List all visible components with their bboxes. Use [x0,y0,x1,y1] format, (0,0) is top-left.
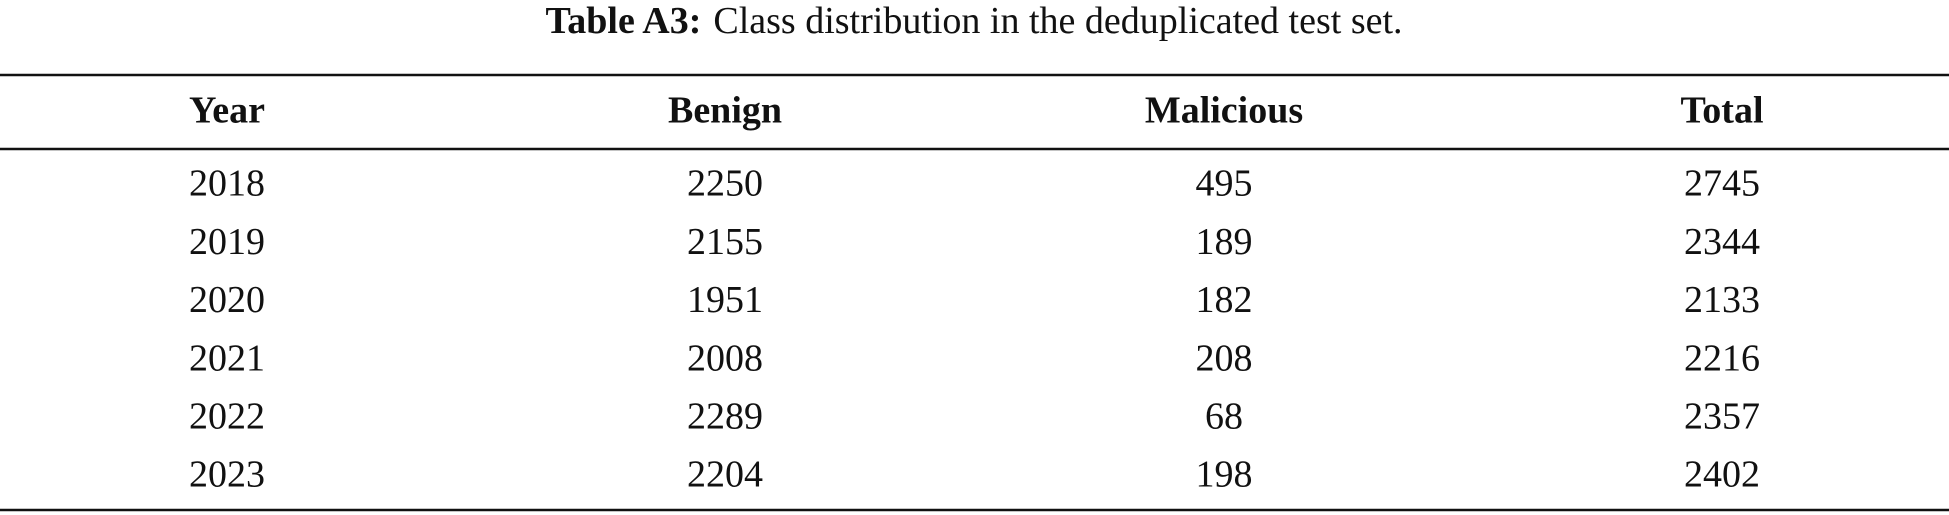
header-cell: Year [189,90,265,132]
table-cell: 2008 [687,337,763,379]
table-cell: 2344 [1684,221,1760,263]
table-cell: 2357 [1684,396,1760,438]
table-cell: 2289 [687,396,763,438]
table-cell: 2020 [189,279,265,321]
table-cell: 1951 [687,279,763,321]
caption-text: Class distribution in the deduplicated t… [713,0,1402,42]
table-cell: 2018 [189,163,265,205]
table-cell: 2250 [687,163,763,205]
table-cell: 182 [1196,279,1253,321]
table-cell: 2133 [1684,279,1760,321]
header-cell: Total [1680,90,1763,132]
table-cell: 2402 [1684,454,1760,496]
table-cell: 68 [1205,396,1243,438]
table-cell: 198 [1196,454,1253,496]
table-cell: 2204 [687,454,763,496]
header-cell: Malicious [1145,90,1303,132]
table-cell: 495 [1196,163,1253,205]
table-cell: 189 [1196,221,1253,263]
table-cell: 2745 [1684,163,1760,205]
header-cell: Benign [668,90,782,132]
table-cell: 208 [1196,337,1253,379]
caption: Table A3: Class distribution in the dedup… [545,0,1402,42]
table-cell: 2021 [189,337,265,379]
table-cell: 2216 [1684,337,1760,379]
table-cell: 2019 [189,221,265,263]
table-cell: 2022 [189,396,265,438]
caption-label: Table A3: [545,0,701,42]
table-cell: 2155 [687,221,763,263]
table-cell: 2023 [189,454,265,496]
